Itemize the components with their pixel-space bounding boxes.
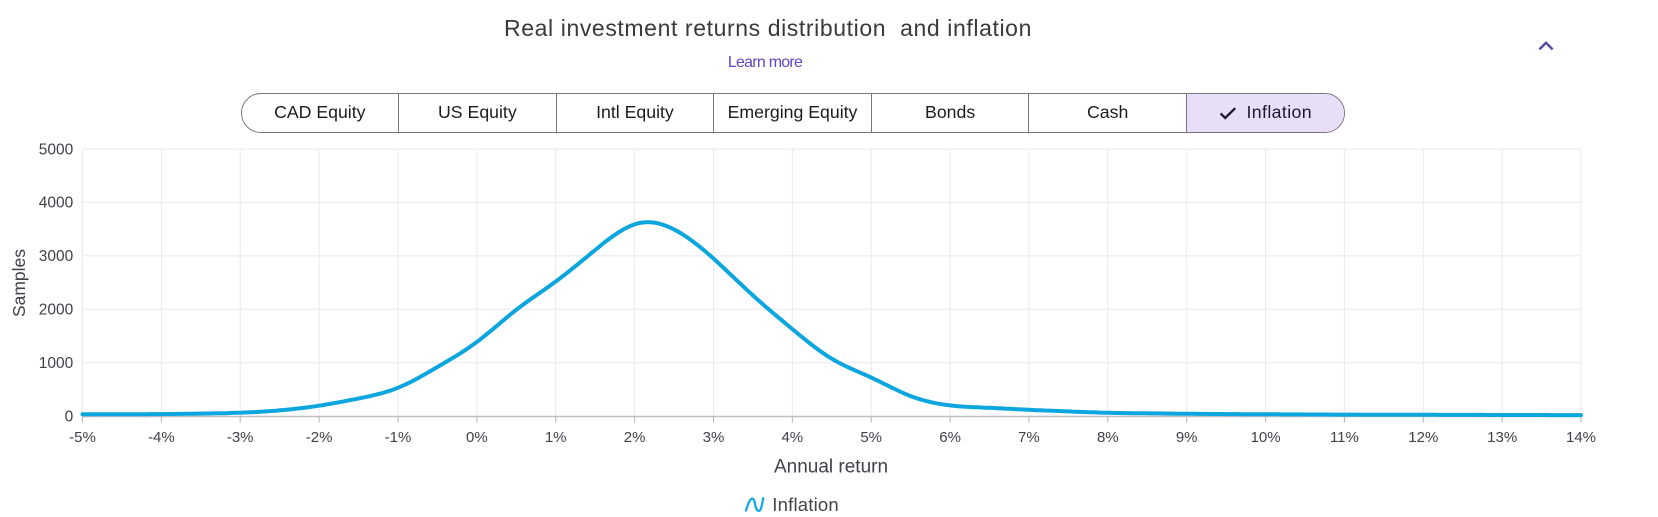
- svg-text:2000: 2000: [39, 302, 74, 319]
- svg-text:2%: 2%: [624, 429, 646, 446]
- svg-text:7%: 7%: [1018, 429, 1040, 446]
- svg-text:6%: 6%: [939, 429, 961, 446]
- svg-text:13%: 13%: [1487, 429, 1517, 446]
- svg-text:-2%: -2%: [306, 429, 333, 446]
- svg-text:1%: 1%: [545, 429, 567, 446]
- svg-text:3%: 3%: [703, 429, 725, 446]
- svg-text:5%: 5%: [860, 429, 882, 446]
- svg-text:10%: 10%: [1251, 429, 1281, 446]
- svg-text:0: 0: [65, 408, 74, 425]
- svg-text:14%: 14%: [1566, 429, 1596, 446]
- svg-text:Inflation: Inflation: [772, 494, 839, 515]
- svg-text:-3%: -3%: [227, 429, 254, 446]
- svg-text:3000: 3000: [39, 248, 74, 265]
- svg-text:5000: 5000: [39, 141, 74, 158]
- svg-text:1000: 1000: [39, 355, 74, 372]
- svg-text:12%: 12%: [1408, 429, 1438, 446]
- svg-text:-1%: -1%: [385, 429, 412, 446]
- svg-text:0%: 0%: [466, 429, 488, 446]
- svg-text:Annual return: Annual return: [774, 457, 888, 478]
- svg-text:Samples: Samples: [9, 249, 29, 317]
- svg-text:4000: 4000: [39, 195, 74, 212]
- svg-text:4%: 4%: [781, 429, 803, 446]
- svg-text:-4%: -4%: [148, 429, 175, 446]
- svg-text:9%: 9%: [1176, 429, 1198, 446]
- svg-text:-5%: -5%: [69, 429, 96, 446]
- svg-text:11%: 11%: [1330, 429, 1359, 446]
- svg-text:8%: 8%: [1097, 429, 1119, 446]
